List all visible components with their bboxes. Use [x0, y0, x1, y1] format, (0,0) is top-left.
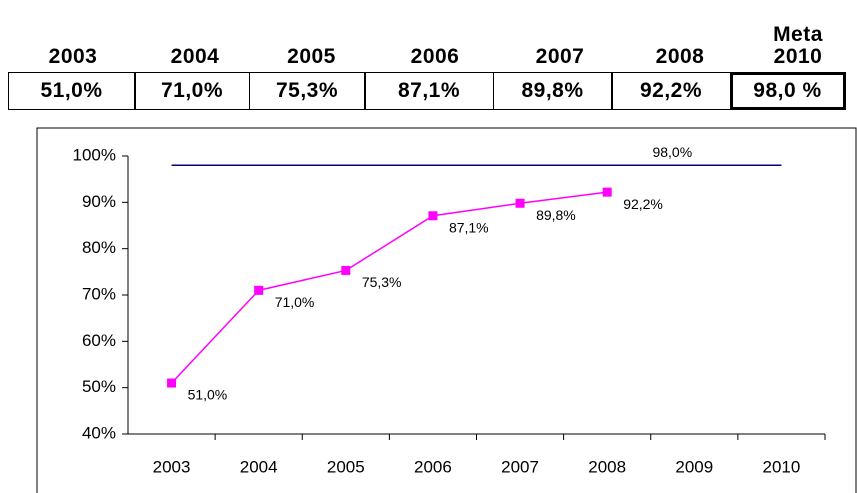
marker — [515, 198, 525, 208]
marker — [254, 285, 264, 295]
x-tick-label: 2007 — [501, 457, 539, 476]
series-line — [171, 191, 608, 384]
marker — [341, 265, 351, 275]
data-label: 89,8% — [536, 207, 576, 223]
header-cell: 2005 — [287, 45, 336, 68]
x-tick-label: 2009 — [675, 457, 713, 476]
x-tick-label: 2005 — [327, 457, 365, 476]
header-cell: 2006 — [410, 45, 460, 68]
y-tick-label: 90% — [82, 192, 116, 211]
table-row: 51,0% 71,0% 75,3% 87,1% 89,8% 92,2% 98,0 % — [7, 72, 856, 110]
value-cell: 51,0% — [7, 72, 136, 110]
data-label: 98,0% — [652, 144, 692, 160]
y-tick-label: 70% — [82, 284, 116, 303]
y-tick-label: 50% — [82, 377, 116, 396]
y-tick-label: 100% — [73, 145, 116, 164]
data-label: 92,2% — [623, 196, 663, 212]
header-cell: 2008 — [655, 45, 705, 68]
table-header: 2003 2004 2005 2006 2007 2008 Meta 2010 — [9, 18, 856, 68]
y-tick-label: 40% — [82, 423, 116, 442]
data-label: 71,0% — [275, 294, 315, 310]
header-cell: 2007 — [535, 45, 585, 68]
value-cell: 87,1% — [364, 72, 494, 110]
x-tick-label: 2008 — [588, 457, 626, 476]
data-label: 51,0% — [188, 387, 228, 403]
x-tick-label: 2004 — [240, 457, 278, 476]
value-cell: 89,8% — [492, 72, 613, 110]
value-cell: 98,0 % — [729, 72, 846, 110]
marker — [602, 187, 612, 197]
value-cell: 71,0% — [134, 72, 250, 110]
chart-frame — [36, 127, 857, 493]
y-tick-label: 60% — [82, 331, 116, 350]
value-cell: 75,3% — [248, 72, 366, 110]
x-tick-label: 2010 — [763, 457, 801, 476]
x-tick-label: 2003 — [153, 457, 191, 476]
x-tick-label: 2006 — [414, 457, 452, 476]
data-label: 75,3% — [362, 274, 402, 290]
header-cell: 2004 — [170, 45, 220, 68]
data-label: 87,1% — [449, 219, 489, 235]
y-tick-label: 80% — [82, 238, 116, 257]
marker — [167, 378, 177, 388]
header-cell: 2003 — [48, 45, 98, 68]
marker — [428, 211, 438, 221]
header-cell: Meta 2010 — [773, 23, 823, 68]
